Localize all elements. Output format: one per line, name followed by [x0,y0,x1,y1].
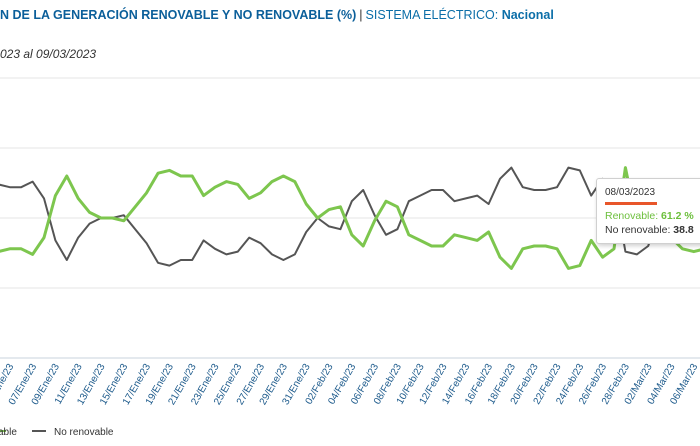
chart-tooltip: 08/03/2023 Renovable: 61.2 % No renovabl… [596,178,700,244]
tooltip-nonrenewable-label: No renovable: [605,224,671,236]
x-axis: 03/Ene/2305/Ene/2307/Ene/2309/Ene/2311/E… [0,362,700,407]
system-value[interactable]: Nacional [501,8,554,22]
series-group [0,166,700,270]
system-label: SISTEMA ELÉCTRICO: [365,8,499,22]
legend-label-renewable[interactable]: able [0,427,17,438]
tooltip-date: 08/03/2023 [605,187,656,198]
tooltip-nonrenewable-value: 38.8 [673,224,694,236]
series-line-renewable[interactable] [0,166,700,270]
date-range: 023 al 09/03/2023 [0,47,97,61]
title-main: N DE LA GENERACIÓN RENOVABLE Y NO RENOVA… [0,8,357,22]
tooltip-nonrenewable-row: No renovable: 38.8 [605,224,694,236]
legend-label-nonrenewable[interactable]: No renovable [54,427,114,438]
tooltip-renewable-value: 61.2 % [661,210,694,222]
legend: able No renovable [0,427,114,438]
title-separator: | [359,8,363,22]
tooltip-renewable-row: Renovable: 61.2 % [605,210,694,222]
tooltip-renewable-label: Renovable: [605,210,659,222]
chart-title: N DE LA GENERACIÓN RENOVABLE Y NO RENOVA… [0,8,554,22]
tooltip-accent-bar [605,202,657,205]
